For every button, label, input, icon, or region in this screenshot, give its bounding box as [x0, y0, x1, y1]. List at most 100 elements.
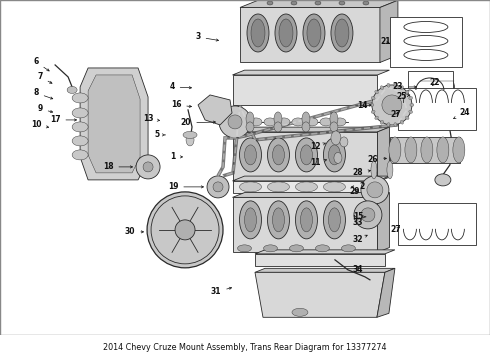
Ellipse shape [328, 145, 341, 165]
Ellipse shape [245, 208, 256, 232]
Ellipse shape [275, 14, 297, 52]
Polygon shape [377, 193, 390, 252]
Text: 24: 24 [454, 108, 470, 118]
Circle shape [354, 201, 382, 229]
Ellipse shape [394, 123, 397, 127]
Polygon shape [233, 176, 390, 181]
Text: 29: 29 [350, 188, 360, 197]
Ellipse shape [67, 86, 77, 94]
Text: 8: 8 [33, 89, 53, 99]
Ellipse shape [292, 308, 308, 316]
Text: 15: 15 [353, 212, 366, 221]
Circle shape [367, 182, 383, 198]
Ellipse shape [245, 145, 256, 165]
Text: 26: 26 [368, 156, 387, 165]
Polygon shape [233, 197, 377, 252]
Circle shape [382, 95, 402, 115]
Ellipse shape [278, 118, 290, 126]
Ellipse shape [300, 145, 313, 165]
Circle shape [175, 220, 195, 240]
Ellipse shape [380, 86, 384, 90]
Ellipse shape [240, 138, 262, 172]
Ellipse shape [72, 136, 88, 146]
Bar [398, 203, 476, 245]
Text: 27: 27 [391, 225, 401, 234]
Ellipse shape [295, 138, 318, 172]
Ellipse shape [328, 208, 341, 232]
Text: 28: 28 [353, 168, 370, 177]
Ellipse shape [315, 1, 321, 5]
Text: 14: 14 [357, 102, 371, 111]
Ellipse shape [375, 116, 378, 120]
Polygon shape [233, 75, 377, 105]
Text: 22: 22 [430, 78, 440, 87]
Ellipse shape [331, 131, 341, 145]
Ellipse shape [400, 120, 404, 124]
Ellipse shape [323, 182, 345, 192]
Ellipse shape [295, 201, 318, 239]
Text: 4: 4 [170, 82, 192, 91]
Circle shape [207, 176, 229, 198]
Bar [390, 17, 462, 67]
Polygon shape [88, 75, 140, 173]
Circle shape [361, 176, 389, 204]
Text: 6: 6 [33, 58, 49, 71]
Ellipse shape [290, 245, 303, 252]
Text: 9: 9 [38, 104, 52, 113]
Ellipse shape [421, 137, 433, 163]
Ellipse shape [394, 83, 397, 87]
Text: 5: 5 [154, 130, 165, 139]
Ellipse shape [323, 138, 345, 172]
Polygon shape [377, 268, 395, 317]
Polygon shape [255, 272, 385, 317]
Text: 23: 23 [392, 82, 416, 91]
Polygon shape [380, 0, 398, 63]
Ellipse shape [387, 123, 390, 127]
Ellipse shape [186, 134, 194, 146]
Text: 27: 27 [391, 111, 401, 120]
Text: 3: 3 [196, 32, 219, 41]
Text: 32: 32 [353, 235, 367, 244]
Text: 2: 2 [351, 183, 365, 192]
Bar [408, 71, 453, 109]
Ellipse shape [340, 137, 348, 147]
Polygon shape [255, 254, 385, 266]
Polygon shape [233, 181, 377, 193]
Circle shape [147, 192, 223, 268]
Text: 21: 21 [381, 37, 391, 46]
Text: 19: 19 [168, 183, 203, 192]
Ellipse shape [272, 208, 285, 232]
Ellipse shape [236, 118, 248, 126]
Text: 12: 12 [310, 143, 326, 152]
Ellipse shape [264, 245, 277, 252]
Polygon shape [240, 8, 380, 63]
Text: 1: 1 [171, 152, 182, 161]
Polygon shape [80, 68, 148, 180]
Ellipse shape [72, 122, 88, 132]
Ellipse shape [300, 208, 313, 232]
Ellipse shape [330, 122, 338, 132]
Text: 25: 25 [397, 93, 410, 102]
Text: 7: 7 [37, 72, 52, 83]
Polygon shape [255, 250, 395, 254]
Ellipse shape [251, 19, 265, 47]
Ellipse shape [246, 122, 254, 132]
Text: 20: 20 [181, 118, 216, 127]
Polygon shape [233, 127, 390, 132]
Ellipse shape [320, 118, 332, 126]
Ellipse shape [405, 90, 409, 94]
Polygon shape [255, 268, 395, 272]
Ellipse shape [238, 245, 251, 252]
Ellipse shape [437, 137, 449, 163]
Ellipse shape [264, 118, 276, 126]
Ellipse shape [409, 96, 413, 100]
Text: 16: 16 [171, 100, 192, 109]
Ellipse shape [400, 86, 404, 90]
Ellipse shape [371, 161, 377, 179]
Ellipse shape [405, 116, 409, 120]
Ellipse shape [240, 201, 262, 239]
Ellipse shape [307, 19, 321, 47]
Text: 34: 34 [353, 265, 363, 274]
Ellipse shape [316, 245, 329, 252]
Polygon shape [390, 137, 460, 163]
